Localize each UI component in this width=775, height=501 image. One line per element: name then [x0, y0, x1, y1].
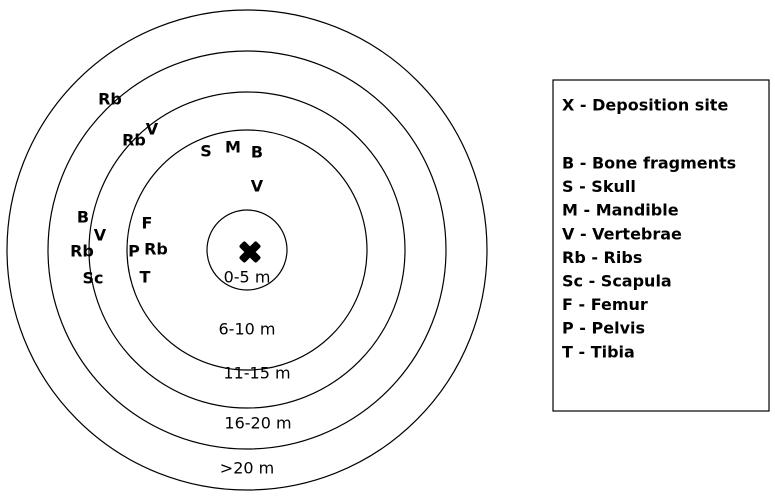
- legend-item: Rb - Ribs: [562, 248, 642, 267]
- ring: [126, 129, 368, 371]
- ring-label: 6-10 m: [219, 320, 276, 339]
- marker: M: [225, 138, 241, 157]
- cross-bar: [239, 241, 261, 263]
- legend-item: Sc - Scapula: [562, 272, 672, 291]
- legend-item: T - Tibia: [562, 342, 635, 361]
- rings: [6, 9, 488, 491]
- legend-site: X - Deposition site: [562, 96, 728, 115]
- ring: [88, 91, 406, 409]
- marker: Rb: [122, 131, 146, 150]
- ring-label: 16-20 m: [224, 414, 291, 433]
- legend-item: M - Mandible: [562, 201, 679, 220]
- legend-item: V - Vertebrae: [562, 224, 682, 243]
- legend-item: F - Femur: [562, 295, 648, 314]
- ring: [6, 9, 488, 491]
- marker: V: [146, 120, 159, 139]
- marker: T: [140, 268, 151, 287]
- marker: B: [77, 208, 89, 227]
- marker: P: [128, 242, 140, 261]
- marker: Rb: [98, 90, 122, 109]
- marker: Sc: [82, 269, 103, 288]
- marker: S: [200, 142, 212, 161]
- legend-item: B - Bone fragments: [562, 154, 736, 173]
- ring-label: 11-15 m: [223, 364, 290, 383]
- ring: [47, 50, 447, 450]
- marker: V: [94, 226, 107, 245]
- deposition-mark: [239, 241, 261, 263]
- marker: V: [251, 177, 264, 196]
- legend-item: P - Pelvis: [562, 319, 645, 338]
- marker: Rb: [144, 240, 168, 259]
- marker: Rb: [70, 242, 94, 261]
- legend-box: [552, 79, 770, 412]
- marker: F: [142, 214, 153, 233]
- ring-label: >20 m: [220, 459, 274, 478]
- ring-label: 0-5 m: [224, 268, 271, 287]
- ring: [206, 209, 288, 291]
- legend-item: S - Skull: [562, 177, 636, 196]
- marker: B: [251, 143, 263, 162]
